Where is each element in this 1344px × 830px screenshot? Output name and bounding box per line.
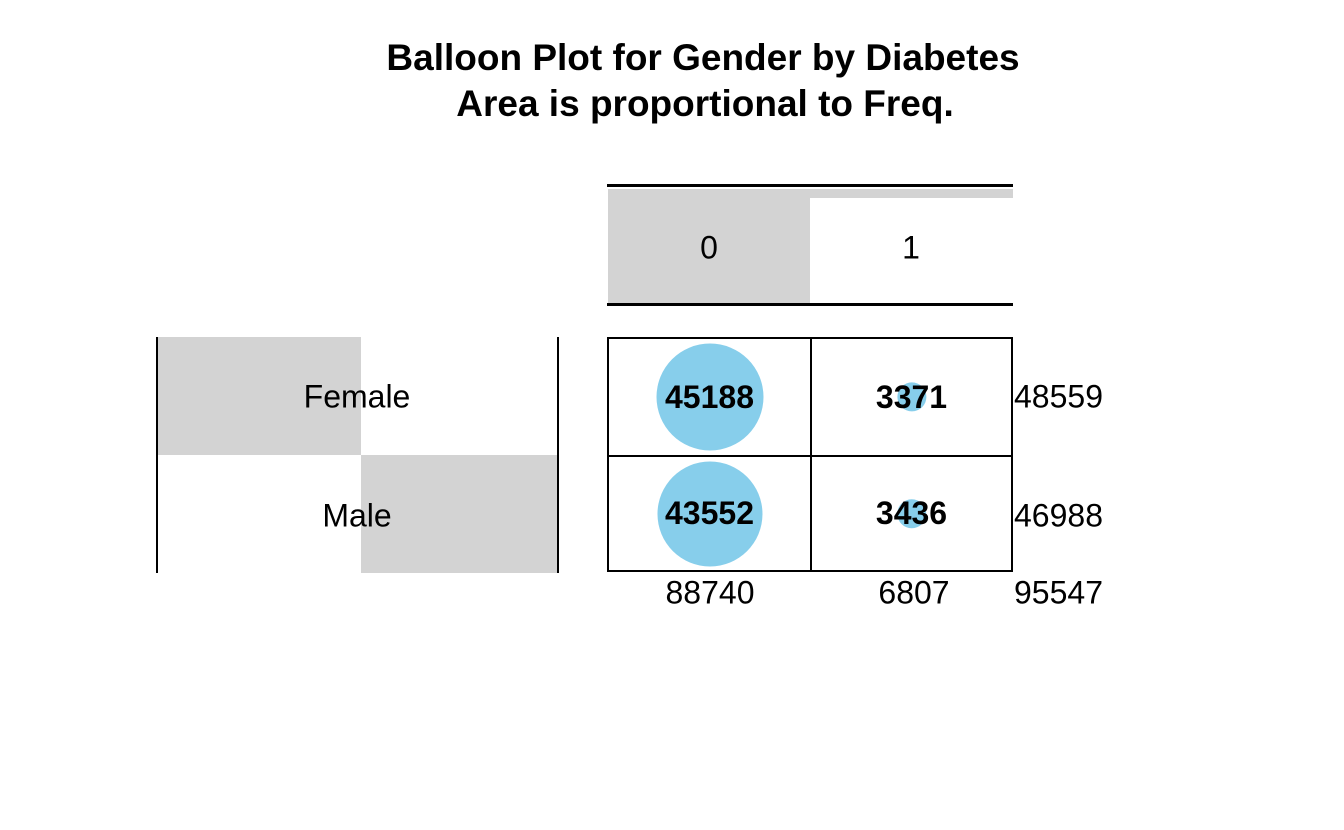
column-header-panel: 0 1 [607, 184, 1013, 306]
column-margin-bar-0 [608, 189, 810, 303]
cell-female-0: 45188 [609, 339, 810, 455]
cell-value-male-0: 43552 [665, 495, 754, 531]
row-margin-bar-male [360, 455, 557, 573]
chart-subtitle: Area is proportional to Freq. [456, 83, 954, 124]
balloon-male-0 [656, 460, 763, 567]
row-sum-female: 48559 [1014, 378, 1103, 415]
col-sum-1: 6807 [878, 574, 950, 611]
header-bottom-rule [607, 303, 1013, 306]
column-header-label-0: 0 [700, 229, 718, 266]
table-row-divider [609, 455, 1011, 457]
cell-female-1: 3371 [812, 339, 1011, 455]
row-panel-right-rule [557, 337, 559, 573]
grand-total: 95547 [1014, 574, 1103, 611]
row-sum-male: 46988 [1014, 497, 1103, 534]
col-sum-0: 88740 [665, 574, 755, 611]
row-label-male: Male [322, 497, 392, 534]
column-header-label-1: 1 [902, 229, 920, 266]
balloon-male-1 [896, 498, 927, 529]
cell-value-female-0: 45188 [665, 378, 754, 415]
row-label-panel: Female Male [156, 337, 559, 573]
row-label-female: Female [303, 378, 411, 415]
cell-value-female-1: 3371 [875, 378, 948, 415]
balloon-female-0 [656, 343, 763, 451]
cell-male-1: 3436 [812, 457, 1011, 570]
row-margin-bar-female [158, 337, 361, 455]
cell-male-0: 43552 [609, 457, 810, 570]
table-column-divider [810, 339, 812, 570]
cell-value-male-1: 3436 [875, 495, 948, 531]
header-top-rule [607, 184, 1013, 187]
contingency-table: 45188 3371 43552 3436 [607, 337, 1013, 572]
row-panel-left-rule [156, 337, 158, 573]
balloon-female-1 [896, 382, 927, 412]
chart-title: Balloon Plot for Gender by Diabetes [386, 37, 1020, 78]
column-margin-bar-1 [810, 189, 1013, 198]
